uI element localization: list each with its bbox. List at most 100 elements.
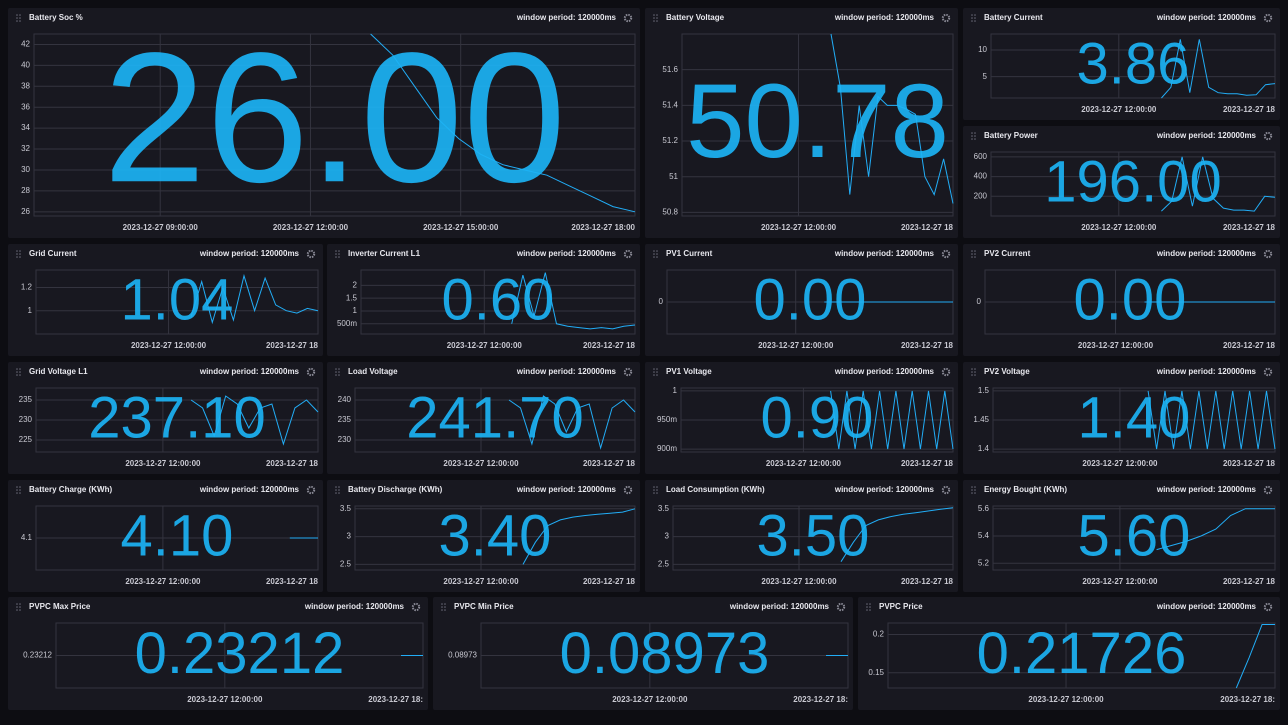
big-value: 237.10 bbox=[88, 386, 265, 451]
window-period: window period: 120000ms bbox=[199, 367, 300, 376]
panel-bg bbox=[645, 244, 958, 356]
window-period: window period: 120000ms bbox=[1156, 13, 1257, 22]
panel-bg bbox=[8, 362, 323, 474]
grip-dot bbox=[16, 371, 18, 373]
grip-dot bbox=[444, 609, 446, 611]
settings-icon[interactable] bbox=[941, 367, 951, 377]
settings-icon[interactable] bbox=[1263, 602, 1273, 612]
settings-icon[interactable] bbox=[941, 13, 951, 23]
grip-dot bbox=[335, 374, 337, 376]
grip-dot bbox=[653, 371, 655, 373]
series-line bbox=[830, 390, 954, 450]
settings-icon[interactable] bbox=[623, 485, 633, 495]
x-tick-label: 2023-12-27 12:00:00 bbox=[612, 695, 688, 704]
y-tick-label: 400 bbox=[974, 172, 988, 181]
big-value: 0.23212 bbox=[135, 621, 345, 686]
panel-bg bbox=[327, 362, 640, 474]
x-tick-label: 2023-12-27 18 bbox=[1223, 459, 1276, 468]
plot-frame bbox=[35, 269, 319, 335]
x-tick-label: 2023-12-27 12:00:00 bbox=[443, 577, 519, 586]
y-tick-label: 2.5 bbox=[658, 560, 670, 569]
settings-icon[interactable] bbox=[623, 13, 633, 23]
grip-dot bbox=[974, 20, 976, 22]
panel-bg bbox=[327, 244, 640, 356]
grip-dot bbox=[656, 20, 658, 22]
grip-dot bbox=[16, 20, 18, 22]
grip-dot bbox=[16, 489, 18, 491]
y-tick-label: 32 bbox=[21, 144, 30, 153]
grip-dot bbox=[19, 492, 21, 494]
grip-dot bbox=[653, 374, 655, 376]
x-tick-label: 2023-12-27 12:00:00 bbox=[1081, 105, 1157, 114]
grip-dot bbox=[653, 17, 655, 19]
grip-dot bbox=[338, 492, 340, 494]
y-tick-label: 5.6 bbox=[978, 504, 990, 513]
series-line bbox=[1161, 39, 1276, 99]
panel: Battery Power window period: 120000ms 200 4… bbox=[963, 126, 1280, 238]
y-tick-label: 225 bbox=[19, 435, 33, 444]
settings-icon[interactable] bbox=[1263, 249, 1273, 259]
grip-dot bbox=[16, 253, 18, 255]
y-tick-label: 200 bbox=[974, 191, 988, 200]
panel-title: PV1 Voltage bbox=[666, 367, 712, 376]
panel: PV2 Voltage window period: 120000ms 1.4 1.4… bbox=[963, 362, 1280, 474]
big-value: 26.00 bbox=[103, 15, 566, 221]
y-tick-label: 0 bbox=[977, 297, 982, 306]
settings-icon[interactable] bbox=[941, 249, 951, 259]
settings-icon[interactable] bbox=[836, 602, 846, 612]
grip-dot bbox=[971, 135, 973, 137]
x-tick-label: 2023-12-27 18 bbox=[1223, 105, 1276, 114]
y-tick-label: 0.08973 bbox=[448, 651, 477, 660]
x-tick-label: 2023-12-27 12:00:00 bbox=[1082, 459, 1158, 468]
panel: Battery Charge (KWh) window period: 12000… bbox=[8, 480, 323, 592]
x-tick-label: 2023-12-27 18 bbox=[266, 341, 319, 350]
grip-dot bbox=[971, 253, 973, 255]
series-line bbox=[1235, 624, 1275, 689]
panel-title: Battery Current bbox=[984, 13, 1043, 22]
grip-dot bbox=[974, 14, 976, 16]
settings-icon[interactable] bbox=[941, 485, 951, 495]
plot-frame bbox=[990, 151, 1276, 217]
panel-title: Load Consumption (KWh) bbox=[666, 485, 765, 494]
panel: PV1 Voltage window period: 120000ms 900m 95… bbox=[645, 362, 958, 474]
y-tick-label: 51.2 bbox=[662, 136, 678, 145]
grip-dot bbox=[656, 17, 658, 19]
y-tick-label: 5 bbox=[983, 72, 988, 81]
y-tick-label: 600 bbox=[974, 152, 988, 161]
grip-dot bbox=[974, 17, 976, 19]
settings-icon[interactable] bbox=[1263, 367, 1273, 377]
grip-dot bbox=[19, 253, 21, 255]
big-value: 241.70 bbox=[406, 386, 583, 451]
panel: PVPC Min Price window period: 120000ms 0.0… bbox=[433, 597, 853, 710]
plot-frame bbox=[360, 269, 636, 335]
y-tick-label: 1.45 bbox=[973, 415, 989, 424]
y-tick-label: 1.2 bbox=[21, 283, 33, 292]
grip-dot bbox=[656, 371, 658, 373]
window-period: window period: 120000ms bbox=[834, 367, 935, 376]
grip-dot bbox=[656, 374, 658, 376]
grip-dot bbox=[335, 371, 337, 373]
x-tick-label: 2023-12-27 12:00:00 bbox=[1078, 341, 1154, 350]
y-tick-label: 51.6 bbox=[662, 65, 678, 74]
x-tick-label: 2023-12-27 18 bbox=[266, 577, 319, 586]
grip-dot bbox=[971, 371, 973, 373]
settings-icon[interactable] bbox=[623, 367, 633, 377]
x-tick-label: 2023-12-27 12:00:00 bbox=[125, 577, 201, 586]
grip-dot bbox=[16, 603, 18, 605]
settings-icon[interactable] bbox=[411, 602, 421, 612]
series-line bbox=[190, 395, 319, 446]
grip-dot bbox=[971, 486, 973, 488]
panel-title: Battery Charge (KWh) bbox=[29, 485, 112, 494]
panel-bg bbox=[963, 8, 1280, 120]
settings-icon[interactable] bbox=[623, 249, 633, 259]
x-tick-label: 2023-12-27 18 bbox=[266, 459, 319, 468]
x-tick-label: 2023-12-27 12:00:00 bbox=[758, 341, 834, 350]
settings-icon[interactable] bbox=[1263, 485, 1273, 495]
panel-title: Inverter Current L1 bbox=[348, 249, 421, 258]
panel: Energy Bought (KWh) window period: 120000… bbox=[963, 480, 1280, 592]
plot-frame bbox=[672, 505, 954, 571]
grip-dot bbox=[338, 489, 340, 491]
window-period: window period: 120000ms bbox=[834, 485, 935, 494]
plot-frame bbox=[992, 505, 1276, 571]
